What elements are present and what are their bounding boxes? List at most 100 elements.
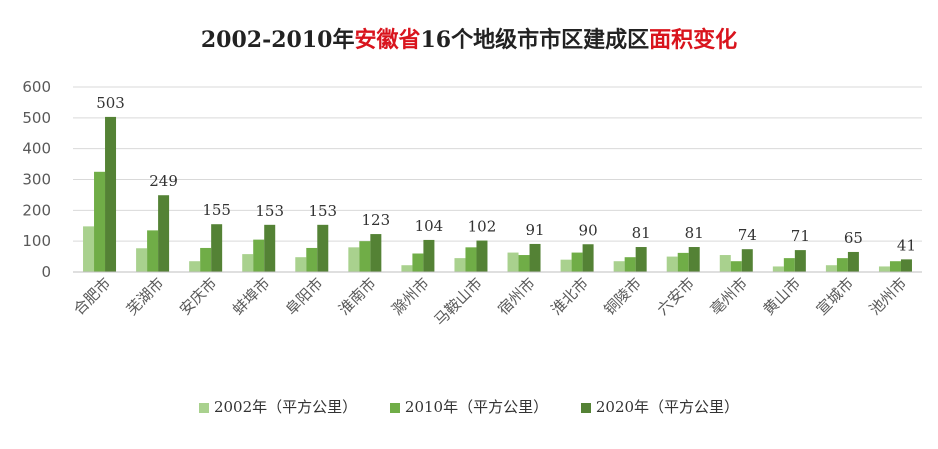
bar — [507, 252, 519, 272]
bar — [476, 240, 488, 272]
x-tick-label: 宿州市 — [494, 274, 539, 319]
x-tick-label: 池州市 — [866, 274, 911, 319]
bar — [560, 259, 572, 272]
x-tick-label: 亳州市 — [707, 274, 752, 319]
bar — [454, 258, 466, 272]
bar — [677, 252, 689, 272]
legend-item-2002: 2002年（平方公里） — [198, 396, 358, 417]
x-tick-label: 黄山市 — [760, 274, 805, 319]
y-tick-label: 200 — [22, 201, 51, 219]
y-tick-label: 0 — [41, 263, 51, 281]
title-part-3: 16个地级市市区建成区 — [420, 27, 650, 53]
x-tick-label: 阜阳市 — [282, 274, 327, 319]
bar — [582, 244, 594, 272]
bar — [94, 171, 106, 272]
bar — [688, 247, 700, 272]
bar — [889, 261, 901, 272]
bar — [794, 250, 806, 272]
x-tick-label: 铜陵市 — [600, 274, 645, 319]
bar — [200, 247, 212, 272]
data-label: 123 — [362, 211, 391, 229]
bar — [423, 239, 435, 272]
bar — [317, 224, 329, 272]
legend-item-2010: 2010年（平方公里） — [389, 396, 549, 417]
data-label: 249 — [149, 172, 178, 190]
data-label: 153 — [308, 202, 337, 220]
bar — [370, 234, 382, 272]
legend-swatch-2020 — [580, 403, 591, 413]
data-label: 81 — [632, 224, 651, 242]
bar — [253, 239, 265, 272]
title-part-2: 安徽省 — [354, 27, 421, 53]
bar — [529, 243, 541, 272]
legend-swatch-2010 — [389, 403, 400, 413]
data-label: 91 — [525, 221, 544, 239]
x-tick-label: 宣城市 — [813, 274, 858, 319]
bar — [719, 255, 731, 272]
data-label: 153 — [255, 202, 284, 220]
bar — [83, 226, 95, 272]
x-tick-label: 淮南市 — [335, 274, 380, 319]
bar — [772, 266, 784, 272]
legend-swatch-2002 — [198, 403, 209, 413]
data-label: 41 — [897, 236, 916, 254]
data-label: 74 — [738, 226, 757, 244]
title-part-1: 2002-2010年 — [200, 27, 355, 53]
bar — [730, 261, 742, 272]
bar — [847, 251, 859, 272]
bar — [741, 249, 753, 272]
bar — [624, 257, 636, 272]
legend-label-2020: 2020年（平方公里） — [595, 398, 740, 416]
chart-title: 2002-2010年安徽省16个地级市市区建成区面积变化 — [0, 22, 938, 54]
data-label: 104 — [415, 217, 444, 235]
data-label: 90 — [579, 221, 598, 239]
x-tick-label: 合肥市 — [70, 274, 115, 319]
x-tick-label: 六安市 — [653, 274, 698, 319]
x-tick-label: 安庆市 — [176, 274, 221, 319]
y-tick-label: 400 — [22, 140, 51, 158]
bar — [635, 247, 647, 272]
bar — [518, 255, 530, 272]
x-tick-label: 芜湖市 — [123, 274, 168, 319]
chart-legend: 2002年（平方公里） 2010年（平方公里） 2020年（平方公里） — [0, 396, 938, 417]
bar — [571, 252, 583, 272]
bar — [401, 265, 413, 272]
x-tick-label: 滁州市 — [388, 274, 433, 319]
bar — [465, 247, 477, 272]
bar — [783, 258, 795, 272]
bar — [666, 256, 678, 272]
data-label: 71 — [791, 227, 810, 245]
title-part-4: 面积变化 — [649, 27, 738, 53]
legend-item-2020: 2020年（平方公里） — [580, 396, 740, 417]
x-tick-label: 淮北市 — [547, 274, 592, 319]
bar — [613, 261, 625, 272]
bar — [412, 253, 424, 272]
x-tick-label: 马鞍山市 — [431, 274, 486, 329]
bar — [878, 266, 890, 272]
bar — [147, 230, 159, 272]
bar — [825, 265, 837, 272]
bar — [295, 257, 307, 272]
bar — [348, 247, 360, 272]
bar — [242, 254, 254, 272]
data-label: 81 — [685, 224, 704, 242]
x-tick-label: 蚌埠市 — [229, 274, 274, 319]
y-tick-label: 100 — [22, 232, 51, 250]
bar — [306, 247, 318, 272]
bar — [158, 195, 170, 272]
y-tick-label: 300 — [22, 171, 51, 189]
bar — [211, 224, 223, 272]
data-label: 102 — [468, 218, 497, 236]
data-label: 155 — [202, 201, 231, 219]
bar — [136, 248, 148, 272]
legend-label-2010: 2010年（平方公里） — [404, 398, 549, 416]
bar — [359, 241, 371, 272]
legend-label-2002: 2002年（平方公里） — [213, 398, 358, 416]
bar — [105, 116, 117, 273]
bar — [264, 224, 276, 272]
y-tick-label: 500 — [22, 109, 51, 127]
data-label: 503 — [96, 94, 125, 112]
y-tick-label: 600 — [22, 78, 51, 96]
bar — [836, 258, 848, 272]
